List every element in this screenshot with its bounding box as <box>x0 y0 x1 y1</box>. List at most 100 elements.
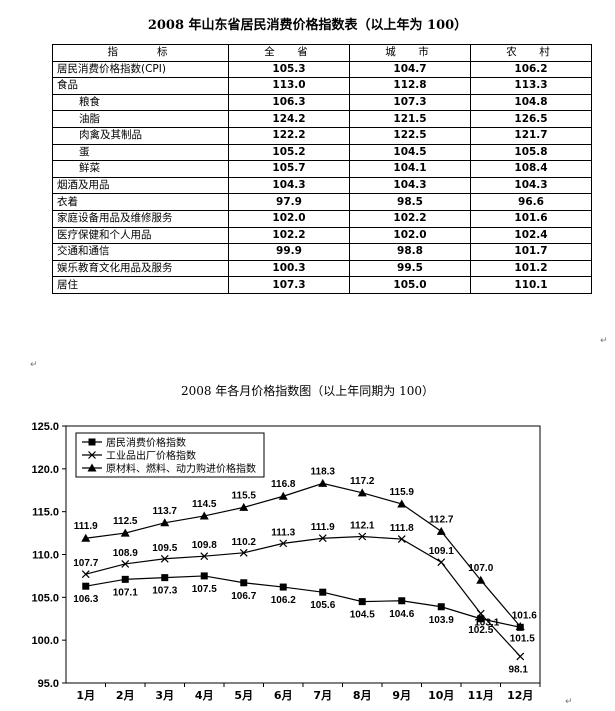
data-point <box>161 574 169 582</box>
data-label: 111.8 <box>390 523 414 534</box>
data-point <box>199 511 209 520</box>
cpi-table: 指 标 全 省 城 市 农 村 居民消费价格指数(CPI) 105.3 104.7 1… <box>52 44 592 294</box>
data-label: 105.6 <box>310 600 335 611</box>
y-tick-label: 100.0 <box>31 635 59 647</box>
cell-province: 105.2 <box>228 143 350 162</box>
data-label: 110.2 <box>232 537 257 548</box>
cell-rural: 105.8 <box>470 143 592 162</box>
cell-city: 122.5 <box>349 126 471 145</box>
legend-box <box>75 432 265 478</box>
data-label: 111.9 <box>311 522 335 533</box>
data-point <box>397 499 407 508</box>
table-row: 粮食 106.3 107.3 104.8 <box>52 93 592 112</box>
x-tick-label: 11月 <box>468 689 494 702</box>
data-label: 101.6 <box>512 610 537 621</box>
data-label: 109.8 <box>192 540 217 551</box>
data-label: 112.5 <box>113 516 138 527</box>
x-tick-label: 10月 <box>428 689 454 702</box>
data-point <box>318 478 328 487</box>
cell-city: 107.3 <box>349 93 471 112</box>
data-label: 108.9 <box>113 548 138 559</box>
data-label: 117.2 <box>350 476 375 487</box>
data-point <box>357 488 367 497</box>
cell-province: 104.3 <box>228 176 350 195</box>
row-indicator: 娱乐教育文化用品及服务 <box>52 259 229 278</box>
data-label: 107.3 <box>152 586 177 597</box>
data-point <box>476 575 486 584</box>
cell-rural: 106.2 <box>470 60 592 79</box>
y-tick-label: 95.0 <box>38 678 59 690</box>
data-label: 113.7 <box>153 506 178 517</box>
x-tick-label: 6月 <box>274 689 293 702</box>
table-row: 家庭设备用品及维修服务 102.0 102.2 101.6 <box>52 209 592 228</box>
x-tick-label: 7月 <box>313 689 332 702</box>
data-label: 109.1 <box>429 546 454 557</box>
data-point <box>121 575 129 583</box>
data-label: 107.1 <box>113 587 138 598</box>
return-mark: ↵ <box>565 697 573 707</box>
data-point <box>279 583 287 591</box>
data-point <box>239 502 249 511</box>
data-point <box>437 558 446 567</box>
legend-marker <box>88 438 96 446</box>
x-tick-label: 4月 <box>195 689 214 702</box>
data-point <box>121 559 130 568</box>
data-label: 112.7 <box>429 514 454 525</box>
data-point <box>437 603 445 611</box>
header-province: 全 省 <box>228 44 350 62</box>
data-label: 104.6 <box>389 609 414 620</box>
cell-city: 105.0 <box>349 276 471 294</box>
legend-entry: 居民消费价格指数 <box>106 436 186 449</box>
data-label: 107.7 <box>73 558 98 569</box>
return-mark: ↵ <box>600 336 608 346</box>
series-line <box>85 482 521 627</box>
data-point <box>319 588 327 596</box>
data-label: 116.8 <box>271 479 296 490</box>
data-label: 104.5 <box>350 610 375 621</box>
data-point <box>515 621 525 630</box>
data-label: 115.9 <box>390 487 415 498</box>
data-label: 118.3 <box>311 466 336 477</box>
cell-rural: 126.5 <box>470 110 592 128</box>
data-point <box>239 548 248 557</box>
data-label: 98.1 <box>509 664 529 675</box>
x-tick-label: 2月 <box>116 689 135 702</box>
x-tick-label: 5月 <box>234 689 253 702</box>
cell-province: 107.3 <box>228 276 350 294</box>
data-label: 106.7 <box>231 591 256 602</box>
data-point <box>160 554 169 563</box>
legend-marker <box>87 463 97 472</box>
cell-rural: 121.7 <box>470 126 592 145</box>
x-tick-label: 12月 <box>507 689 533 702</box>
y-tick-label: 110.0 <box>32 550 59 562</box>
data-label: 103.9 <box>429 615 454 626</box>
data-point <box>200 572 208 580</box>
x-tick-label: 1月 <box>76 689 95 702</box>
table-row: 肉禽及其制品 122.2 122.5 121.7 <box>52 126 592 145</box>
data-point <box>200 552 209 561</box>
data-point <box>358 598 366 606</box>
data-label: 114.5 <box>192 499 217 510</box>
chart-title: 2008 年各月价格指数图（以上年同期为 100） <box>180 384 435 398</box>
data-point <box>160 518 170 527</box>
table-row: 鲜菜 105.7 104.1 108.4 <box>52 160 592 178</box>
table-row: 油脂 124.2 121.5 126.5 <box>52 110 592 128</box>
data-point <box>477 615 485 623</box>
data-point <box>358 532 367 541</box>
y-tick-label: 115.0 <box>32 507 59 519</box>
data-label: 106.2 <box>271 595 296 606</box>
legend-marker <box>88 451 96 459</box>
data-point <box>81 570 90 579</box>
data-point <box>436 526 446 535</box>
cell-rural: 110.1 <box>470 276 592 294</box>
table-title: 2008 年山东省居民消费价格指数表（以上年为 100） <box>147 18 468 33</box>
legend-entry: 工业品出厂价格指数 <box>106 449 196 462</box>
data-label: 109.5 <box>152 543 177 554</box>
data-label: 102.5 <box>468 625 493 636</box>
data-point <box>81 533 91 542</box>
data-label: 107.5 <box>192 584 217 595</box>
data-point <box>82 582 90 590</box>
row-indicator: 居住 <box>52 276 229 294</box>
data-point <box>240 579 248 587</box>
